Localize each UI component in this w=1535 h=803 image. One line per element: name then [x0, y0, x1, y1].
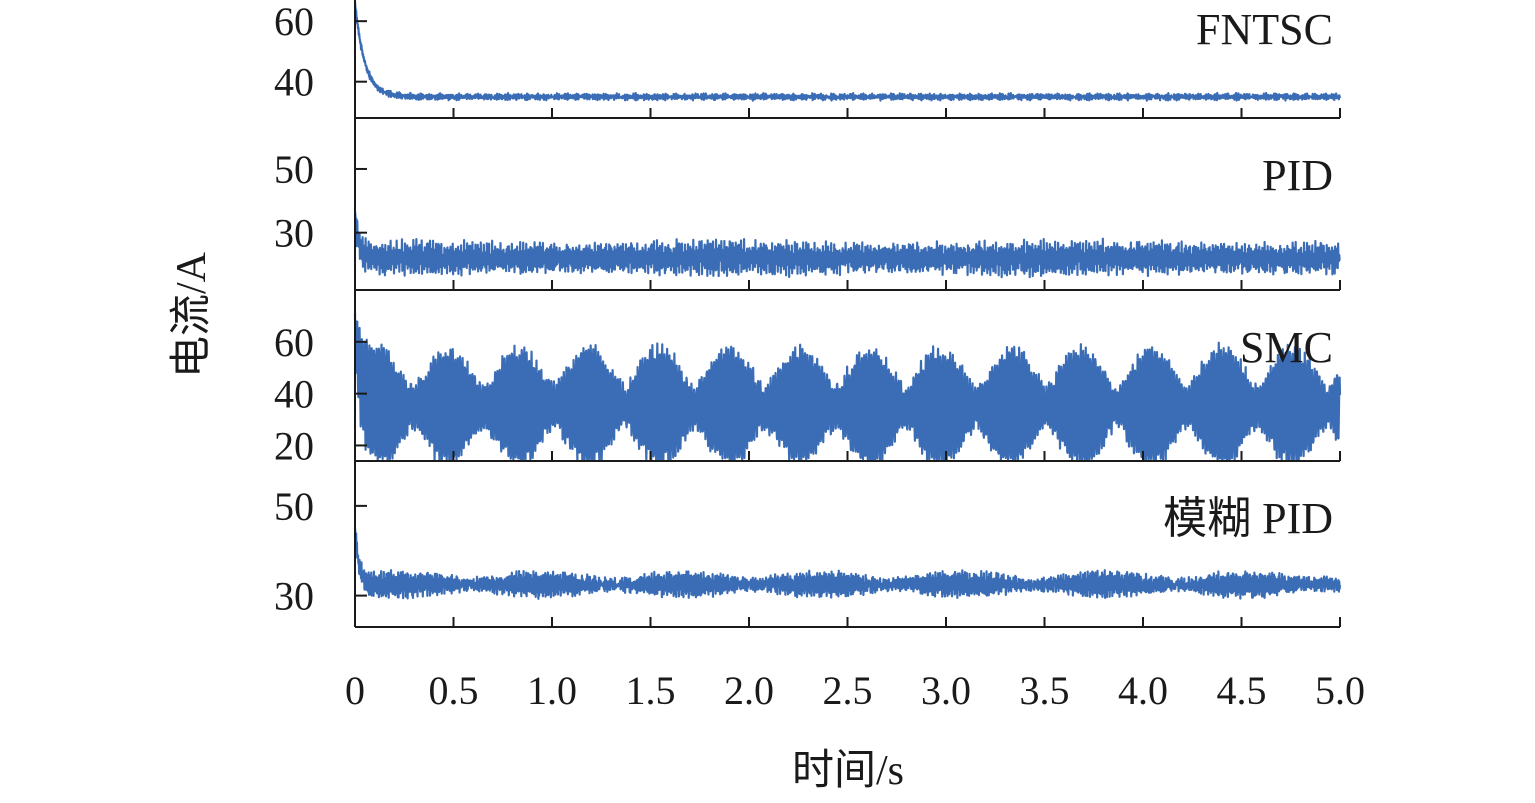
series-line-1	[353, 1, 1342, 102]
x-tick-label-9: 4.0	[1118, 668, 1168, 713]
panel-label-1: FNTSC	[1196, 5, 1333, 54]
series-line-2	[353, 211, 1341, 279]
y-tick-label-2-2: 30	[274, 211, 314, 256]
y-tick-label-4-2: 30	[274, 574, 314, 619]
x-axis-label: 时间/s	[792, 748, 904, 794]
y-tick-label-3-2: 40	[274, 372, 314, 417]
x-axis: 0 0.5 1.0 1.5 2.0 2.5 3.0 3.5 4.0 4.5 5.0	[345, 668, 1365, 713]
panels-group: 60 40 FNTSC 50 30 PID 60 40 20 SMC 50 30 模糊 PID	[274, 0, 1342, 628]
panel-2: 50 30 PID	[274, 118, 1341, 291]
x-tick-label-1: 0	[345, 668, 365, 713]
series-line-3	[353, 312, 1342, 462]
y-tick-label-2-1: 50	[274, 147, 314, 192]
y-tick-label-4-1: 50	[274, 484, 314, 529]
panel-3: 60 40 20 SMC	[274, 290, 1342, 468]
y-axis-label: 电流/A	[169, 251, 215, 378]
x-tick-label-8: 3.5	[1020, 668, 1070, 713]
x-tick-label-2: 0.5	[429, 668, 479, 713]
x-tick-label-5: 2.0	[724, 668, 774, 713]
y-tick-label-1-1: 60	[274, 0, 314, 44]
x-tick-label-4: 1.5	[626, 668, 676, 713]
y-tick-label-1-2: 40	[274, 60, 314, 105]
x-tick-label-3: 1.0	[527, 668, 577, 713]
x-tick-label-6: 2.5	[823, 668, 873, 713]
series-line-4	[353, 527, 1342, 600]
y-tick-label-3-1: 60	[274, 320, 314, 365]
panel-label-4: 模糊 PID	[1163, 494, 1333, 543]
panel-label-3: SMC	[1240, 323, 1333, 372]
y-tick-label-3-3: 20	[274, 423, 314, 468]
panel-1: 60 40 FNTSC	[274, 0, 1342, 119]
x-tick-label-10: 4.5	[1217, 668, 1267, 713]
panel-4: 50 30 模糊 PID	[274, 461, 1342, 628]
panel-label-2: PID	[1262, 151, 1333, 200]
x-tick-label-7: 3.0	[921, 668, 971, 713]
x-tick-label-11: 5.0	[1315, 668, 1365, 713]
